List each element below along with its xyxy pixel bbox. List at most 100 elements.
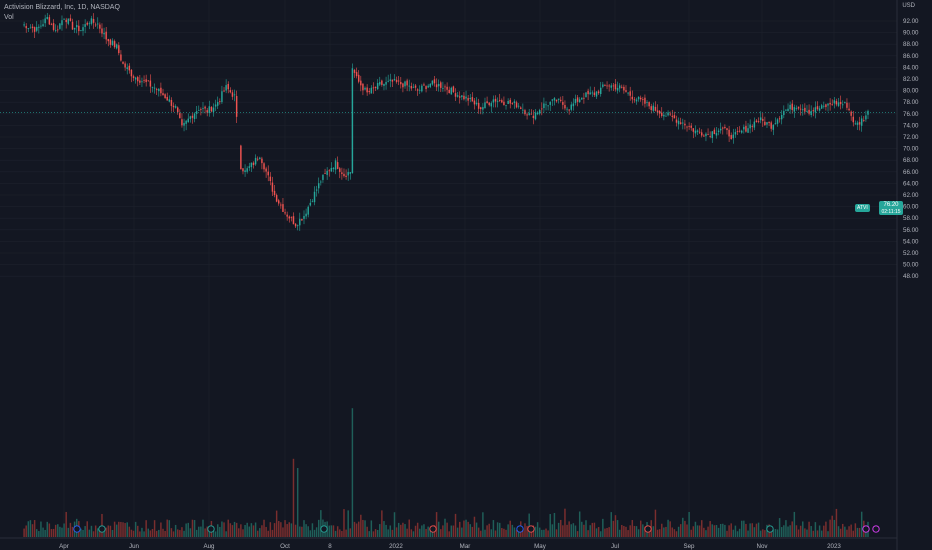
volume-bar — [852, 530, 855, 537]
event-marker-icon[interactable] — [320, 525, 328, 533]
candle-body — [839, 101, 842, 105]
event-marker-icon[interactable] — [429, 525, 437, 533]
candle-body — [816, 106, 819, 110]
price-axis-labels[interactable]: 92.00 90.00 88.00 86.00 84.00 82.00 80.00 78.00… — [903, 18, 919, 280]
volume-bar — [244, 525, 246, 537]
volume-bar — [471, 526, 474, 537]
price-tick-label[interactable]: 82.00 — [903, 76, 919, 83]
time-tick-label[interactable]: Jun — [129, 543, 140, 550]
volume-bar — [705, 530, 707, 537]
volume-bar — [185, 523, 187, 537]
price-tick-label[interactable]: 62.00 — [903, 192, 919, 199]
candle-body — [406, 80, 408, 86]
volume-bar — [151, 528, 154, 537]
volume-bar — [349, 528, 352, 537]
price-tick-label[interactable]: 48.00 — [903, 273, 919, 280]
candle-body — [385, 81, 387, 85]
time-tick-label[interactable]: 8 — [328, 543, 332, 550]
volume-bar — [183, 530, 185, 537]
time-tick-label[interactable]: Jul — [611, 543, 619, 550]
event-marker-icon[interactable] — [644, 525, 652, 533]
candle-body — [349, 172, 352, 174]
price-tick-label[interactable]: 92.00 — [903, 18, 919, 25]
time-tick-label[interactable]: May — [534, 543, 547, 550]
volume-bar — [219, 526, 221, 537]
time-tick-label[interactable]: Sep — [683, 543, 695, 550]
time-tick-label[interactable]: Nov — [756, 543, 768, 550]
candle-body — [429, 83, 432, 87]
event-markers[interactable] — [73, 525, 880, 533]
candle-body — [654, 106, 657, 111]
event-marker-icon[interactable] — [766, 525, 774, 533]
volume-bar — [480, 530, 482, 537]
price-tick-label[interactable]: 50.00 — [903, 262, 919, 269]
price-tick-label[interactable]: 88.00 — [903, 41, 919, 48]
price-tick-label[interactable]: 64.00 — [903, 180, 919, 187]
candle-body — [538, 110, 541, 114]
price-tick-label[interactable]: 78.00 — [903, 99, 919, 106]
volume-bar — [99, 530, 101, 537]
candle-body — [736, 131, 739, 133]
candle-body — [671, 115, 674, 117]
symbol-title[interactable]: Activision Blizzard, Inc, 1D, NASDAQ — [4, 4, 120, 11]
price-tick-label[interactable]: 76.00 — [903, 111, 919, 118]
price-tick-label[interactable]: 72.00 — [903, 134, 919, 141]
price-tick-label[interactable]: 74.00 — [903, 122, 919, 129]
last-price-badge[interactable]: ATVI 76.20 02:11:15 — [855, 201, 903, 215]
candle-body — [179, 113, 181, 119]
time-tick-label[interactable]: 2022 — [389, 543, 403, 550]
volume-bar — [82, 529, 84, 537]
event-marker-icon[interactable] — [73, 525, 81, 533]
candle-body — [764, 121, 766, 125]
price-tick-label[interactable]: 54.00 — [903, 238, 919, 245]
volume-bar — [677, 526, 680, 537]
price-tick-label[interactable]: 58.00 — [903, 215, 919, 222]
price-tick-label[interactable]: 66.00 — [903, 169, 919, 176]
event-marker-icon[interactable] — [527, 525, 535, 533]
price-tick-label[interactable]: 68.00 — [903, 157, 919, 164]
candle-body — [684, 123, 686, 126]
price-tick-label[interactable]: 86.00 — [903, 53, 919, 60]
time-tick-label[interactable]: Apr — [59, 543, 69, 550]
volume-bar — [745, 523, 747, 537]
time-tick-label[interactable]: Mar — [460, 543, 471, 550]
price-tick-label[interactable]: 56.00 — [903, 227, 919, 234]
event-marker-icon[interactable] — [207, 525, 215, 533]
volume-bar — [446, 522, 448, 537]
price-tick-label[interactable]: 80.00 — [903, 88, 919, 95]
volume-bar — [391, 529, 394, 537]
candle-body — [465, 96, 467, 99]
time-tick-label[interactable]: Aug — [203, 543, 215, 550]
volume-label[interactable]: Vol — [4, 14, 14, 21]
candle-body — [122, 62, 124, 64]
candle-body — [149, 80, 152, 87]
price-tick-label[interactable]: 90.00 — [903, 30, 919, 37]
time-tick-label[interactable]: 2023 — [827, 543, 841, 550]
price-tick-label[interactable]: 70.00 — [903, 146, 919, 153]
volume-bar — [511, 524, 514, 537]
event-marker-icon[interactable] — [862, 525, 870, 533]
event-marker-icon[interactable] — [516, 525, 524, 533]
price-tick-label[interactable]: 84.00 — [903, 64, 919, 71]
volume-bar — [444, 518, 446, 537]
volume-bar — [341, 530, 343, 537]
candle-body — [290, 216, 293, 218]
price-tick-label[interactable]: 60.00 — [903, 204, 919, 211]
candle-body — [759, 117, 762, 121]
volume-bar — [137, 525, 139, 537]
volume-bar — [658, 529, 661, 537]
volume-bar — [280, 522, 282, 537]
time-axis-labels[interactable]: Apr Jun Aug Oct 8 2022 Mar May Jul Sep Nov 2023 — [59, 543, 841, 550]
candle-body — [635, 99, 638, 102]
volume-bar — [534, 526, 537, 537]
time-tick-label[interactable]: Oct — [280, 543, 290, 550]
candle-body — [844, 102, 846, 104]
volume-bar — [153, 520, 156, 537]
event-marker-icon[interactable] — [872, 525, 880, 533]
volume-bar — [728, 525, 730, 537]
candle-body — [92, 19, 95, 23]
price-tick-label[interactable]: 52.00 — [903, 250, 919, 257]
candle-body — [604, 85, 606, 86]
event-marker-icon[interactable] — [98, 525, 106, 533]
